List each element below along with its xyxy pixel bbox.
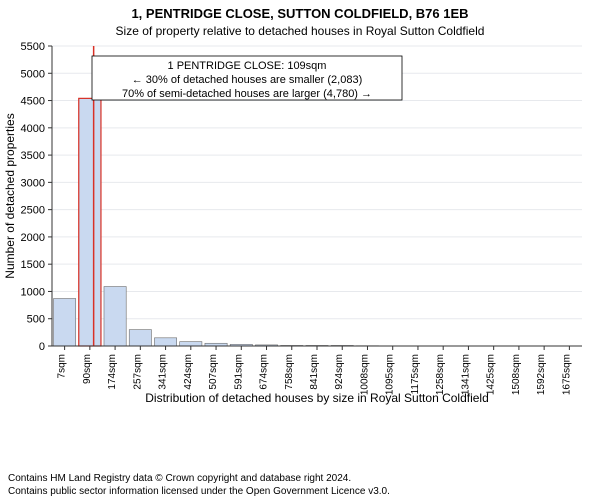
svg-text:841sqm: 841sqm [309,354,320,390]
svg-text:4000: 4000 [21,122,45,134]
svg-text:758sqm: 758sqm [284,354,295,390]
svg-text:1425sqm: 1425sqm [486,354,497,395]
page-subtitle: Size of property relative to detached ho… [0,22,600,38]
svg-text:0: 0 [39,341,45,353]
svg-text:1592sqm: 1592sqm [536,354,547,395]
svg-text:3500: 3500 [21,150,45,162]
page-title: 1, PENTRIDGE CLOSE, SUTTON COLDFIELD, B7… [0,0,600,22]
svg-text:1008sqm: 1008sqm [359,354,370,395]
svg-text:3000: 3000 [21,177,45,189]
svg-text:← 30% of detached houses are s: ← 30% of detached houses are smaller (2,… [132,74,363,86]
svg-text:70% of semi-detached houses ar: 70% of semi-detached houses are larger (… [122,88,372,100]
svg-text:2000: 2000 [21,232,45,244]
svg-text:2500: 2500 [21,204,45,216]
svg-text:257sqm: 257sqm [132,354,143,390]
footer-line-1: Contains HM Land Registry data © Crown c… [8,472,592,485]
svg-text:1000: 1000 [21,286,45,298]
svg-text:Number of detached properties: Number of detached properties [3,113,17,278]
svg-text:1675sqm: 1675sqm [561,354,572,395]
svg-text:674sqm: 674sqm [259,354,270,390]
svg-text:174sqm: 174sqm [107,354,118,390]
svg-text:Distribution of detached house: Distribution of detached houses by size … [145,391,489,405]
svg-text:5000: 5000 [21,68,45,80]
svg-text:424sqm: 424sqm [183,354,194,390]
svg-text:1095sqm: 1095sqm [385,354,396,395]
svg-text:500: 500 [27,313,45,325]
distribution-chart: 0 500 1000 1500 2000 2500 3000 3500 4000 4500 5000… [0,38,600,408]
svg-text:591sqm: 591sqm [233,354,244,390]
svg-text:507sqm: 507sqm [208,354,219,390]
attribution-footer: Contains HM Land Registry data © Crown c… [8,472,592,498]
svg-text:1508sqm: 1508sqm [511,354,522,395]
svg-text:1500: 1500 [21,259,45,271]
svg-text:7sqm: 7sqm [57,354,68,378]
svg-text:1 PENTRIDGE CLOSE: 109sqm: 1 PENTRIDGE CLOSE: 109sqm [168,60,327,72]
svg-text:924sqm: 924sqm [334,354,345,390]
svg-text:1258sqm: 1258sqm [435,354,446,395]
footer-line-2: Contains public sector information licen… [8,485,592,498]
svg-text:5500: 5500 [21,41,45,53]
svg-text:341sqm: 341sqm [158,354,169,390]
svg-text:1175sqm: 1175sqm [410,354,421,394]
svg-text:1341sqm: 1341sqm [460,354,471,395]
svg-text:90sqm: 90sqm [82,354,93,384]
svg-text:4500: 4500 [21,95,45,107]
